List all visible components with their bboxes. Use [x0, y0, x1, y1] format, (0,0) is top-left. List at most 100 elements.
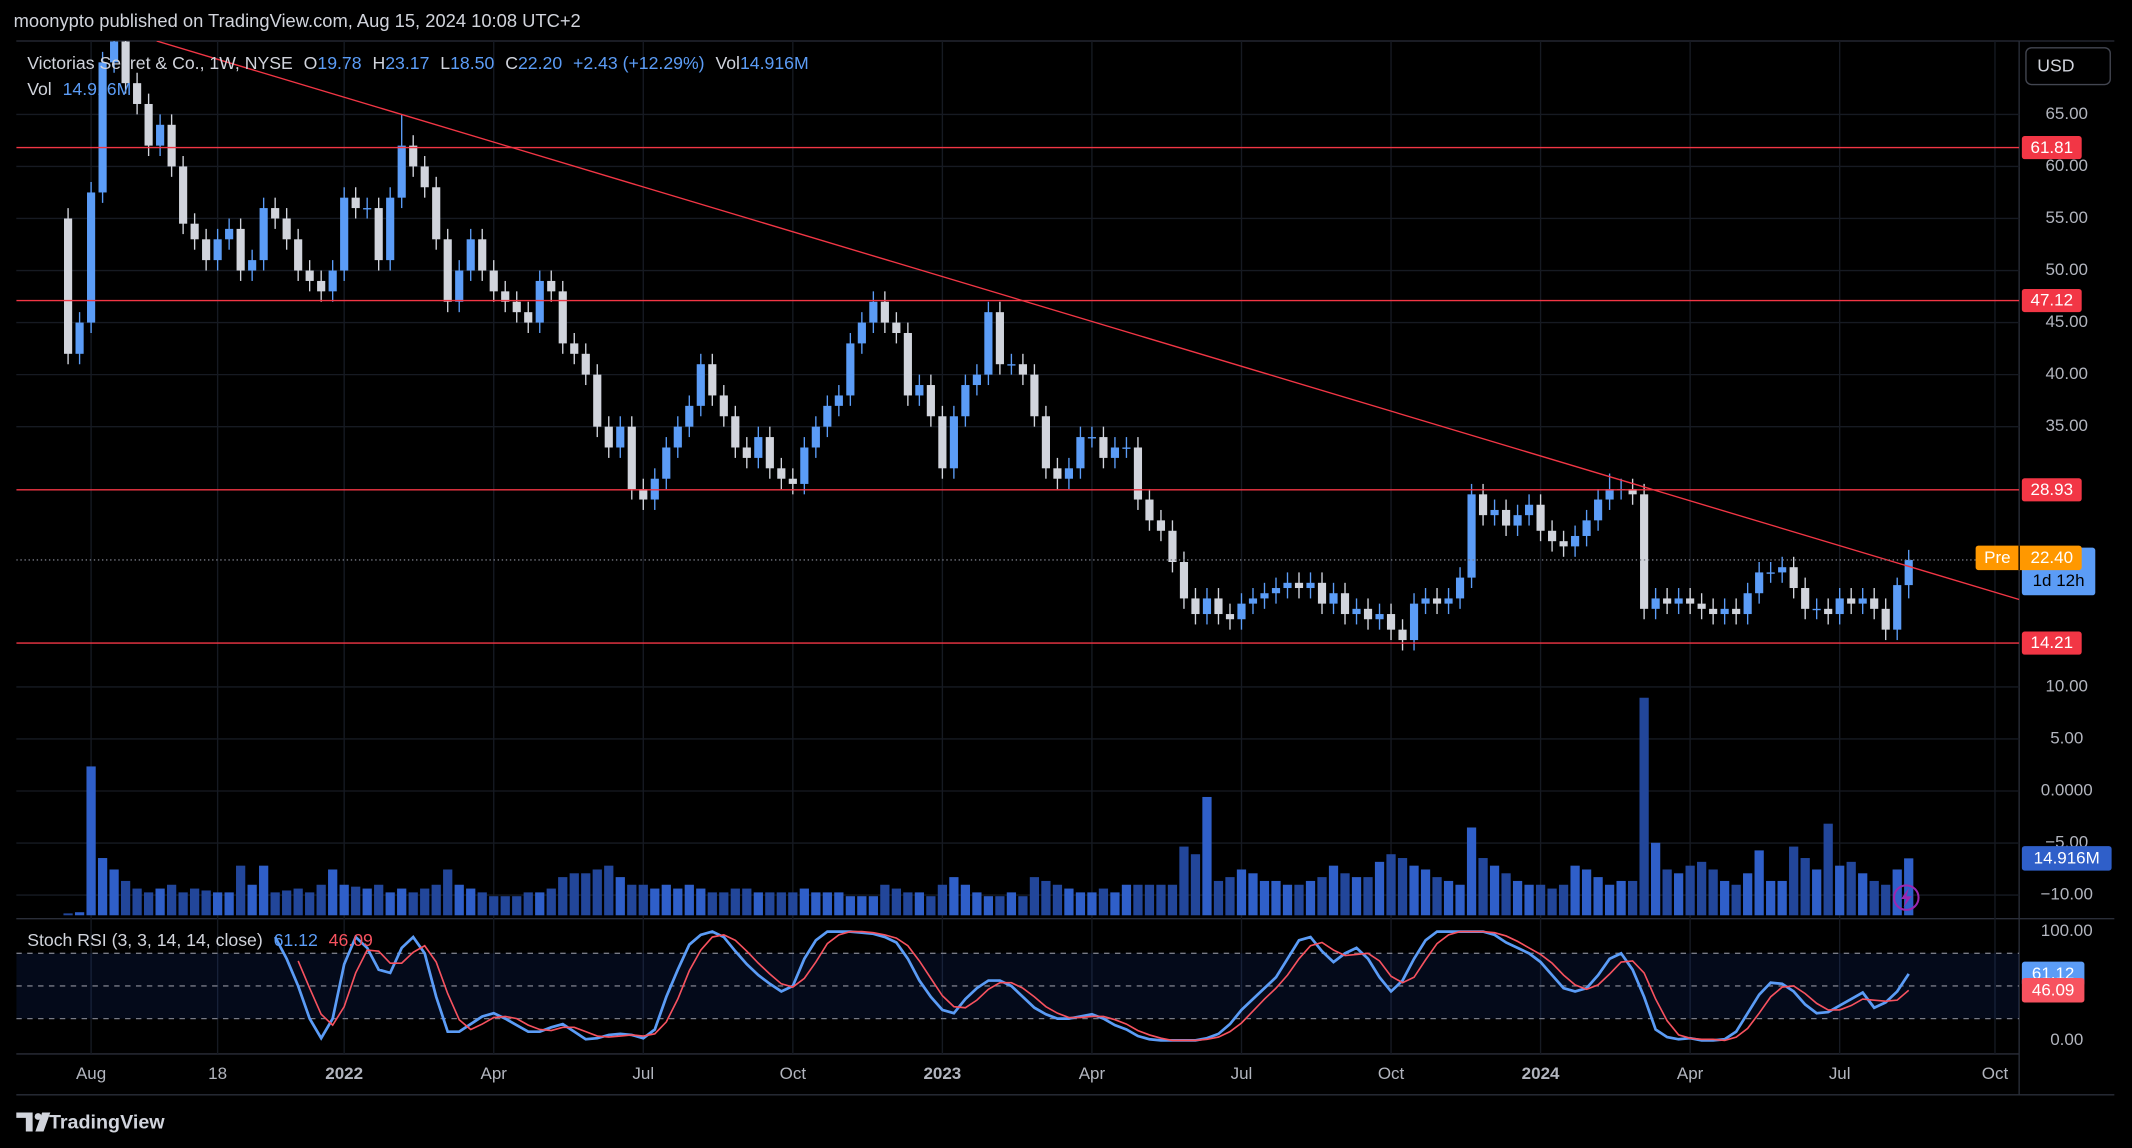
volume-bar — [224, 892, 234, 916]
volume-bar — [1098, 888, 1109, 916]
level-label: 47.12 — [2031, 291, 2074, 310]
volume-bar — [489, 896, 499, 916]
candle-body — [961, 385, 970, 417]
x-tick-label: Oct — [780, 1064, 807, 1083]
candle-body — [742, 447, 751, 458]
candle-body — [1409, 603, 1419, 641]
candle-body — [1133, 447, 1143, 500]
x-tick-label: Aug — [76, 1064, 106, 1083]
volume-bar — [592, 869, 602, 916]
candle-body — [547, 280, 556, 292]
candle-body — [317, 280, 326, 292]
volume-bar — [1317, 877, 1327, 916]
candle-body — [110, 41, 119, 63]
candle-body — [1455, 577, 1465, 599]
currency-button[interactable] — [2025, 47, 2111, 86]
volume-bar — [1432, 877, 1442, 916]
y-tick-label: 60.00 — [2045, 156, 2088, 175]
publisher: moonypto published on TradingView.com, A… — [14, 10, 581, 31]
candle-body — [1053, 468, 1062, 479]
volume-bar — [385, 892, 395, 916]
candle-body — [1076, 437, 1085, 469]
candle-body — [1340, 593, 1350, 615]
y-tick-label: 5.00 — [2050, 728, 2083, 747]
volume-bar — [259, 865, 269, 916]
volume-bar — [1501, 873, 1511, 916]
legend-value: 14.916M — [63, 79, 132, 99]
volume-bar — [880, 884, 890, 916]
candle-body — [593, 374, 602, 427]
volume-bar — [937, 884, 948, 916]
candle-body — [420, 166, 429, 188]
premarket-bg — [1975, 545, 2082, 571]
volume-bar — [822, 892, 832, 916]
candle-body — [271, 208, 280, 219]
volume-bar — [707, 892, 717, 916]
level-label: 14.21 — [2031, 633, 2074, 652]
candle-body — [1386, 614, 1396, 630]
x-tick-label: Jul — [632, 1064, 654, 1083]
indicator-title: Stoch RSI (3, 3, 14, 14, close) — [27, 930, 263, 950]
candle-body — [1732, 608, 1741, 615]
candle-body — [386, 197, 395, 261]
volume-bar — [1466, 827, 1477, 916]
candle-body — [1720, 608, 1729, 615]
volume-bar — [696, 888, 706, 916]
candle-body — [1329, 593, 1338, 604]
volume-bar — [1789, 846, 1799, 916]
volume-bar — [362, 888, 372, 916]
volume-bar — [903, 892, 913, 916]
volume-bar — [374, 884, 384, 916]
candle-body — [1041, 416, 1050, 469]
volume-bar — [730, 888, 740, 916]
volume-label-bg — [2021, 846, 2112, 871]
candle-body — [1640, 494, 1649, 609]
candle-body — [685, 405, 694, 427]
candle-body — [374, 208, 383, 261]
candle-body — [1064, 468, 1074, 479]
candle-body — [1766, 572, 1775, 574]
candle-body — [1375, 614, 1384, 620]
volume-bar — [339, 884, 349, 916]
volume-bar — [1236, 869, 1247, 916]
candle-body — [984, 312, 993, 375]
volume-bar — [857, 896, 867, 916]
volume-bar — [615, 877, 625, 916]
candle-body — [777, 468, 786, 479]
volume-bar — [1777, 880, 1787, 916]
volume-bar — [74, 912, 85, 916]
legend-value: 23.17 — [385, 53, 429, 73]
volume-bar — [1190, 854, 1201, 916]
candle-body — [1283, 582, 1292, 589]
candle-body — [1571, 535, 1580, 547]
volume-bar — [1455, 884, 1465, 916]
symbol: Victorias Secret & Co., 1W, NYSE — [27, 53, 293, 73]
candle-body — [259, 208, 268, 261]
volume-bar — [1075, 892, 1086, 916]
volume-bar — [1685, 865, 1695, 916]
candle-body — [869, 301, 878, 323]
alert-icon[interactable] — [1893, 884, 1920, 911]
candle-body — [719, 395, 728, 417]
level-label-bg — [2021, 631, 2082, 655]
candle-body — [443, 239, 452, 302]
volume-bar — [719, 892, 729, 916]
candle-body — [1271, 588, 1281, 594]
volume-bar — [397, 888, 407, 916]
volume-bar — [63, 913, 73, 916]
volume-bar — [834, 892, 844, 916]
candle-body — [1501, 509, 1511, 526]
volume-bar — [1708, 869, 1718, 916]
candle-body — [972, 374, 981, 386]
candle-body — [1191, 598, 1200, 615]
candle-body — [225, 228, 234, 240]
candle-body — [1893, 585, 1902, 630]
volume-bar — [1766, 880, 1776, 916]
candle-body — [938, 416, 947, 469]
volume-bar — [1662, 869, 1672, 916]
candle-body — [1260, 593, 1269, 599]
currency[interactable]: USD — [2037, 56, 2074, 76]
candle-body — [788, 478, 797, 484]
candle-body — [1099, 437, 1108, 458]
candle-body — [133, 83, 142, 104]
